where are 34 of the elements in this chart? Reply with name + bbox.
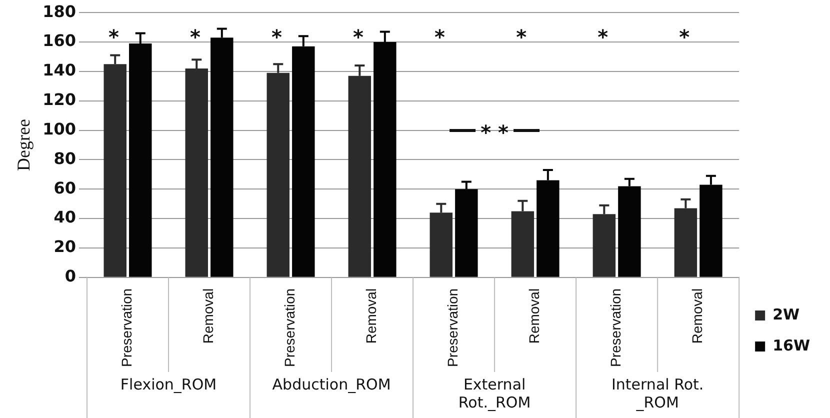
x-tick-label: Removal (526, 288, 542, 344)
annotation: * (598, 24, 609, 49)
y-tick-label: 20 (54, 237, 76, 256)
y-tick-label: 160 (42, 31, 76, 50)
annotation: * (108, 24, 120, 49)
x-tick-label: Removal (689, 288, 706, 344)
y-tick-label: 180 (42, 2, 76, 21)
annotation: * (272, 24, 283, 49)
text: Abduction_ROM (272, 375, 391, 394)
y-tick-label: 100 (42, 119, 76, 138)
legend-label: 2W (772, 305, 800, 324)
y-tick-label: 0 (64, 266, 76, 286)
annotation: * * (480, 120, 510, 145)
x-tick-label: Removal (200, 288, 216, 344)
x-tick-label: Preservation (608, 288, 624, 367)
y-tick-label: 120 (42, 90, 76, 110)
y-axis-title: Degree (14, 119, 34, 171)
annotation: * (190, 24, 202, 49)
annotation: * (516, 24, 528, 49)
x-tick-label: Preservation (444, 288, 461, 367)
annotation: * (434, 24, 446, 49)
x-tick-label: Preservation (118, 288, 135, 367)
annotation: * (353, 24, 364, 49)
text: Flexion_ROM (120, 375, 217, 394)
y-tick-label: 40 (54, 208, 76, 227)
y-tick-label: 60 (54, 178, 76, 198)
y-tick-label: 140 (42, 60, 76, 80)
text: External Rot._ROM (458, 375, 531, 412)
x-tick-label: Preservation (282, 288, 298, 367)
x-tick-label: Removal (363, 288, 380, 344)
annotation: * (679, 24, 690, 49)
y-tick-label: 80 (54, 148, 76, 168)
text: Internal Rot. _ROM (611, 375, 704, 412)
legend-label: 16W (772, 336, 810, 354)
